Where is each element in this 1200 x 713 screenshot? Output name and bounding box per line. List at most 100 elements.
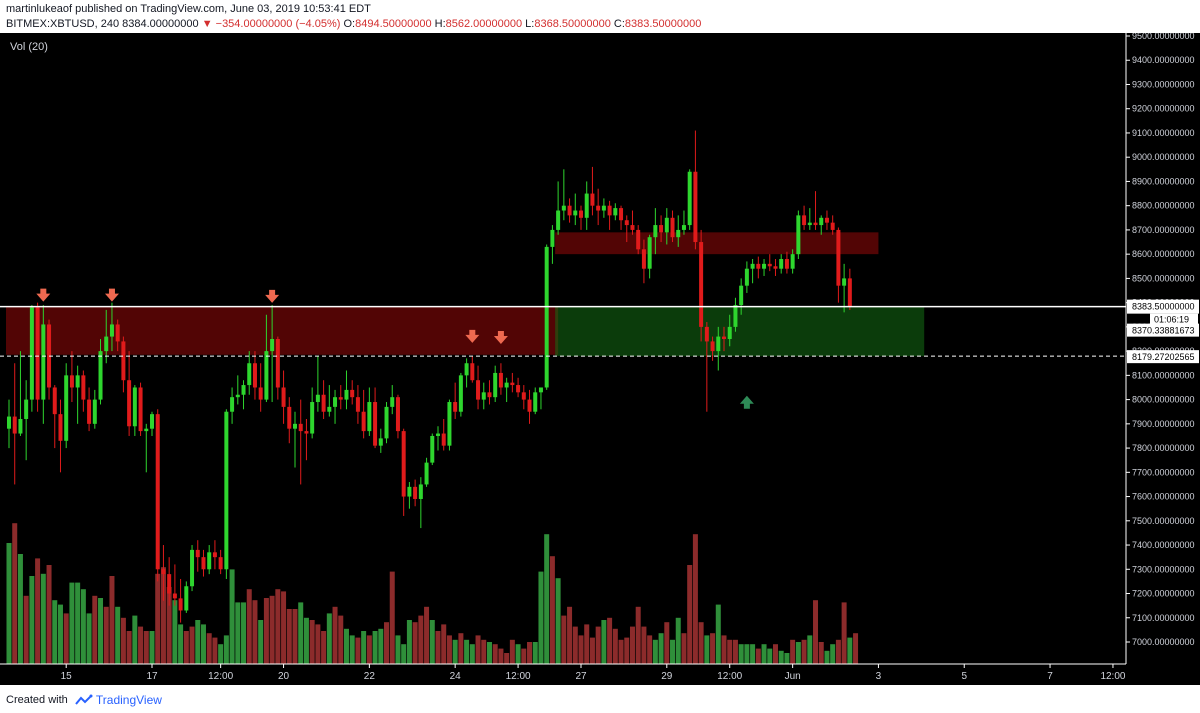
volume-bar <box>149 631 155 664</box>
price-tick-label: 9500.00000000 <box>1132 33 1195 41</box>
volume-bar <box>567 606 573 664</box>
candle-body <box>52 387 57 415</box>
volume-bar <box>35 558 41 664</box>
candle-body <box>813 222 818 226</box>
volume-bar <box>115 606 121 664</box>
candle-body <box>92 399 97 424</box>
candle-body <box>504 382 509 388</box>
high-label: H: <box>434 18 446 30</box>
candle-body <box>556 210 561 230</box>
candle-body <box>847 278 852 307</box>
time-tick-label: 24 <box>450 671 462 682</box>
candle-body <box>687 171 692 226</box>
candle-body <box>172 593 177 599</box>
volume-bar <box>92 595 98 664</box>
candle-body <box>418 484 423 499</box>
candle-body <box>550 229 555 247</box>
volume-bar <box>601 620 607 664</box>
volume-bar <box>498 648 504 664</box>
zone-top-tag <box>1127 323 1199 337</box>
volume-bar <box>509 639 515 664</box>
down-triangle-icon: ▼ <box>201 18 213 30</box>
volume-bar <box>63 613 69 664</box>
tradingview-brand[interactable]: TradingView <box>95 693 162 707</box>
volume-bar <box>303 617 309 664</box>
candle-body <box>333 397 338 407</box>
volume-bar <box>361 631 367 664</box>
price-tick-label: 7400.00000000 <box>1132 540 1195 550</box>
volume-bar <box>418 615 424 664</box>
volume-bar <box>847 637 853 664</box>
volume-bar <box>235 602 241 664</box>
time-tick-label: 22 <box>364 671 376 682</box>
candle-body <box>29 307 34 400</box>
volume-bar <box>818 642 824 664</box>
candle-body <box>7 416 11 429</box>
volume-bar <box>286 609 292 664</box>
volume-bar <box>492 644 498 664</box>
volume-bar <box>132 615 138 664</box>
candle-body <box>538 387 543 393</box>
volume-bar <box>275 589 281 664</box>
volume-bar <box>315 624 321 664</box>
up-arrow-icon <box>739 395 754 409</box>
author-link[interactable]: martinlukeaof <box>6 3 73 15</box>
candle-body <box>544 246 549 388</box>
volume-bar <box>46 565 52 664</box>
volume-bar <box>183 631 189 664</box>
price-tick-label: 8000.00000000 <box>1132 395 1195 405</box>
volume-bar <box>6 543 12 664</box>
volume-bar <box>109 576 115 664</box>
time-tick-label: 12:00 <box>208 671 233 682</box>
candle-body <box>842 278 847 286</box>
down-arrow-icon <box>265 289 280 303</box>
candle-body <box>18 418 23 434</box>
created-label: Created with <box>6 693 68 706</box>
time-tick-label: 5 <box>961 671 967 682</box>
volume-bar <box>784 653 790 664</box>
candle-body <box>241 385 246 395</box>
candlestick-chart[interactable]: 9500.00000000 9400.00000000 9300.00000000 9… <box>0 33 1200 685</box>
high-value: 8562.00000000 <box>445 18 523 30</box>
candle-body <box>807 222 812 226</box>
volume-bar <box>670 639 676 664</box>
candle-body <box>676 229 681 238</box>
candle-body <box>212 552 217 558</box>
volume-bar <box>853 633 859 664</box>
volume-bar <box>607 617 613 664</box>
volume-bar <box>446 635 452 664</box>
candle-body <box>716 336 721 352</box>
volume-bar <box>223 635 229 664</box>
candle-body <box>275 339 280 388</box>
volume-bar <box>612 628 618 664</box>
candle-body <box>487 392 492 398</box>
volume-bar <box>658 633 664 664</box>
down-arrow-icon <box>493 331 508 345</box>
candle-body <box>190 549 195 587</box>
volume-bar <box>464 639 470 664</box>
price-tick-label: 8700.00000000 <box>1132 225 1195 235</box>
volume-bar <box>406 620 412 664</box>
chart-area[interactable]: 9500.00000000 9400.00000000 9300.00000000 9… <box>0 33 1200 685</box>
price-tick-label: 7900.00000000 <box>1132 419 1195 429</box>
volume-bar <box>704 635 710 664</box>
price-axis[interactable] <box>1126 33 1200 664</box>
candle-body <box>58 414 63 441</box>
candle-body <box>35 307 40 400</box>
candle-body <box>476 380 481 400</box>
volume-bar <box>126 631 132 664</box>
candle-body <box>784 259 789 269</box>
volume-bar <box>772 644 778 664</box>
open-label: O: <box>343 18 356 30</box>
candle-body <box>630 225 635 230</box>
volume-bar <box>343 628 349 664</box>
candle-body <box>802 215 807 226</box>
time-tick-label: 7 <box>1047 671 1053 682</box>
created-with: Created with TradingView <box>6 693 162 707</box>
candle-body <box>24 399 29 419</box>
time-axis[interactable] <box>0 664 1200 685</box>
candle-body <box>252 363 257 388</box>
candle-body <box>121 341 126 381</box>
volume-bar <box>647 635 653 664</box>
price-tick-label: 7300.00000000 <box>1132 564 1195 574</box>
